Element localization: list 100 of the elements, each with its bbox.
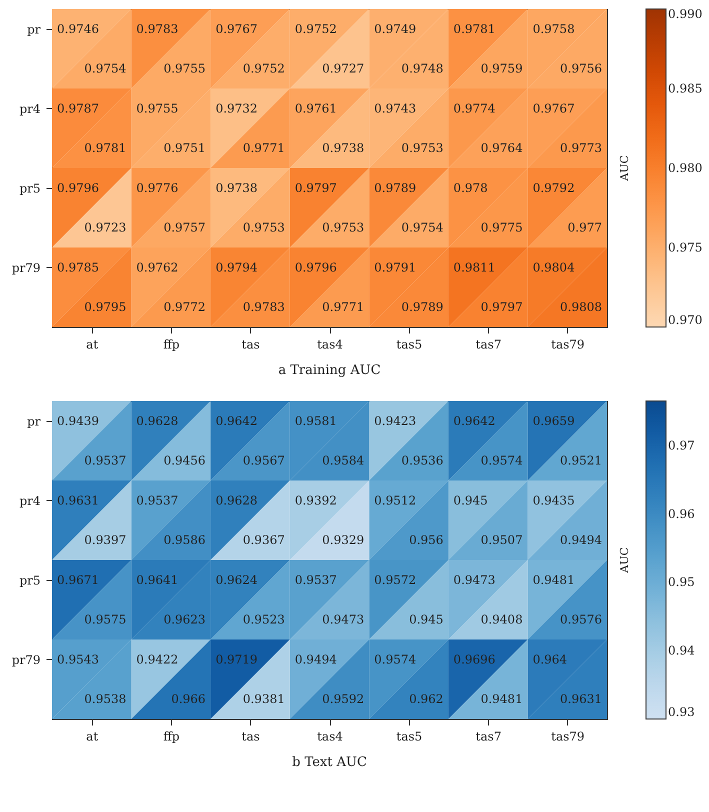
data-label: 0.9796 xyxy=(294,260,337,274)
data-label: 0.9624 xyxy=(216,572,258,587)
color-bar-label: 0.95 xyxy=(668,575,695,590)
data-label: 0.9536 xyxy=(401,454,444,468)
data-label: 0.945 xyxy=(409,612,444,627)
data-label: 0.9392 xyxy=(294,493,337,508)
data-label: 0.9789 xyxy=(374,180,416,195)
x-tick-label: tas5 xyxy=(396,730,422,744)
y-tick-label: pr5 xyxy=(19,181,40,196)
data-label: 0.9439 xyxy=(57,414,99,428)
data-label: 0.9804 xyxy=(532,260,576,274)
data-label: 0.9752 xyxy=(294,22,337,36)
data-label: 0.9757 xyxy=(164,220,206,235)
data-label: 0.9581 xyxy=(294,414,337,428)
data-label: 0.9631 xyxy=(57,493,99,508)
data-label: 0.9727 xyxy=(322,62,364,76)
y-tick-label: pr xyxy=(27,414,41,428)
data-label: 0.9719 xyxy=(216,652,258,666)
data-label: 0.9586 xyxy=(164,533,206,548)
y-tick-label: pr4 xyxy=(19,494,41,508)
data-label: 0.9792 xyxy=(532,180,575,195)
data-label: 0.9775 xyxy=(480,220,523,235)
data-label: 0.9759 xyxy=(480,62,523,76)
data-label: 0.9771 xyxy=(242,141,285,156)
data-label: 0.9753 xyxy=(242,220,285,235)
x-tick-label: tas4 xyxy=(317,730,344,744)
x-tick-label: tas79 xyxy=(551,338,585,352)
data-label: 0.9743 xyxy=(374,101,416,116)
data-label: 0.9738 xyxy=(322,141,364,156)
data-label: 0.9574 xyxy=(480,454,524,468)
data-label: 0.977 xyxy=(568,220,602,235)
data-label: 0.9783 xyxy=(136,22,178,36)
data-label: 0.9456 xyxy=(164,454,206,468)
data-label: 0.9397 xyxy=(84,533,126,548)
data-label: 0.9592 xyxy=(322,692,364,706)
x-tick-label: at xyxy=(86,730,98,744)
data-label: 0.966 xyxy=(171,692,206,706)
color-bar-title: AUC xyxy=(618,155,631,182)
color-bar-title: AUC xyxy=(618,547,631,574)
y-tick-label: pr5 xyxy=(19,573,40,588)
data-label: 0.9795 xyxy=(84,300,126,314)
color-bar-label: 0.96 xyxy=(668,506,695,521)
x-tick-label: tas xyxy=(242,730,260,744)
data-label: 0.9538 xyxy=(84,692,126,706)
data-label: 0.9776 xyxy=(136,180,178,195)
data-label: 0.9329 xyxy=(322,533,364,548)
data-label: 0.9772 xyxy=(164,300,206,314)
data-label: 0.9796 xyxy=(57,180,99,195)
y-tick-label: pr4 xyxy=(19,102,41,116)
data-label: 0.9753 xyxy=(322,220,364,235)
x-tick-label: tas xyxy=(242,338,260,352)
data-label: 0.9628 xyxy=(216,493,258,508)
data-label: 0.9473 xyxy=(453,572,496,587)
color-bar-label: 0.980 xyxy=(668,161,702,175)
data-label: 0.9543 xyxy=(57,652,99,666)
data-label: 0.9423 xyxy=(374,414,416,428)
data-label: 0.9774 xyxy=(453,101,496,116)
data-label: 0.9754 xyxy=(401,220,444,235)
data-label: 0.9435 xyxy=(532,493,575,508)
data-label: 0.9755 xyxy=(164,62,206,76)
data-label: 0.9567 xyxy=(242,454,285,468)
data-label: 0.9696 xyxy=(453,652,496,666)
text: a Training AUC xyxy=(278,363,381,378)
data-label: 0.9781 xyxy=(453,22,496,36)
data-label: 0.9623 xyxy=(164,612,206,627)
data-label: 0.9628 xyxy=(136,414,178,428)
data-label: 0.9746 xyxy=(57,22,99,36)
data-label: 0.9512 xyxy=(374,493,416,508)
data-label: 0.9764 xyxy=(480,141,524,156)
data-label: 0.9523 xyxy=(242,612,285,627)
data-label: 0.9537 xyxy=(294,572,337,587)
x-tick-label: tas5 xyxy=(396,338,422,352)
data-label: 0.9408 xyxy=(480,612,523,627)
data-label: 0.9811 xyxy=(453,260,496,274)
data-label: 0.9576 xyxy=(560,612,602,627)
data-label: 0.978 xyxy=(453,180,488,195)
data-label: 0.9767 xyxy=(532,101,575,116)
data-label: 0.964 xyxy=(532,652,568,666)
data-label: 0.9754 xyxy=(84,62,127,76)
color-bar-label: 0.97 xyxy=(668,438,695,452)
color-bar-label: 0.94 xyxy=(668,644,696,658)
y-tick-label: pr79 xyxy=(12,652,40,667)
data-label: 0.9783 xyxy=(242,300,285,314)
data-label: 0.9751 xyxy=(164,141,206,156)
data-label: 0.9785 xyxy=(57,260,99,274)
data-label: 0.9749 xyxy=(374,22,416,36)
data-label: 0.962 xyxy=(409,692,444,706)
x-tick-label: tas4 xyxy=(317,338,344,352)
data-label: 0.945 xyxy=(453,493,488,508)
data-label: 0.9758 xyxy=(532,22,575,36)
data-label: 0.9642 xyxy=(453,414,496,428)
color-bar-label: 0.970 xyxy=(668,313,702,327)
data-label: 0.9771 xyxy=(322,300,364,314)
data-label: 0.9507 xyxy=(480,533,523,548)
data-label: 0.9574 xyxy=(374,652,416,666)
x-tick-label: tas79 xyxy=(551,730,585,744)
data-label: 0.9787 xyxy=(57,101,99,116)
data-label: 0.9748 xyxy=(401,62,444,76)
x-tick-label: at xyxy=(86,338,98,352)
data-label: 0.9791 xyxy=(374,260,416,274)
